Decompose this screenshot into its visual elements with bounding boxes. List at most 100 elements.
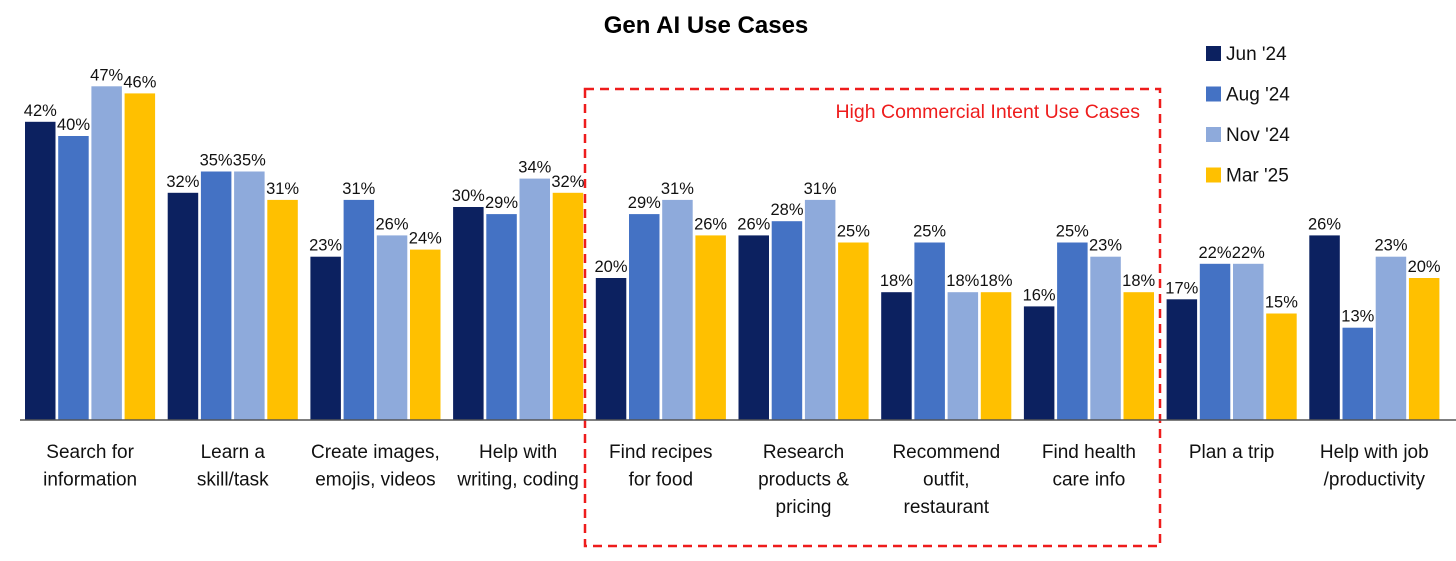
legend-label: Jun '24 [1226, 44, 1287, 65]
bar-5-1 [595, 278, 627, 420]
data-label: 28% [770, 201, 803, 219]
bar-4-2 [486, 214, 517, 420]
bar-3-2 [343, 199, 375, 420]
data-label: 34% [518, 159, 551, 177]
data-label: 24% [409, 230, 442, 248]
category-label: Search for information [43, 442, 137, 491]
category-labels-group: Search for information Learn a skill/task Cr… [43, 442, 1429, 518]
bar-10-4 [1408, 278, 1440, 420]
data-label: 23% [1089, 237, 1122, 255]
data-label: 31% [342, 180, 375, 198]
bar-7-4 [980, 292, 1012, 420]
data-label: 31% [266, 180, 299, 198]
data-label: 15% [1265, 294, 1298, 312]
bar-1-3 [91, 86, 122, 421]
bar-9-4 [1266, 313, 1297, 420]
legend-swatch [1206, 46, 1221, 61]
bar-8-1 [1023, 306, 1055, 420]
legend-swatch [1206, 127, 1221, 142]
bar-7-1 [881, 292, 912, 420]
legend-label: Nov '24 [1226, 125, 1290, 146]
category-label: Help with writing, coding [456, 442, 578, 491]
data-label: 13% [1341, 308, 1374, 326]
bar-3-1 [310, 256, 341, 420]
data-label: 35% [233, 152, 266, 170]
data-label: 32% [166, 173, 199, 191]
data-label: 25% [1056, 223, 1089, 241]
category-label: Help with job/productivity [1320, 442, 1429, 491]
bar-7-2 [914, 242, 945, 420]
data-label: 42% [24, 102, 57, 120]
bar-8-4 [1123, 292, 1154, 420]
data-label: 22% [1198, 244, 1231, 262]
bar-5-3 [662, 199, 693, 420]
data-label: 20% [594, 258, 627, 276]
data-label: 18% [1122, 272, 1155, 290]
category-label: Create images, emojis, videos [311, 442, 440, 491]
data-label: 25% [837, 223, 870, 241]
bar-4-1 [453, 207, 484, 420]
bar-10-3 [1375, 256, 1407, 420]
category-label: Find health care info [1042, 442, 1136, 491]
data-label: 26% [737, 215, 770, 233]
bar-1-2 [58, 136, 89, 420]
bar-9-1 [1166, 299, 1198, 420]
bar-6-2 [771, 221, 803, 420]
bar-3-3 [376, 235, 408, 420]
data-label: 17% [1165, 279, 1198, 297]
data-label: 18% [979, 272, 1012, 290]
data-label: 31% [804, 180, 837, 198]
data-label: 25% [913, 223, 946, 241]
data-label: 26% [694, 215, 727, 233]
data-label: 47% [90, 66, 123, 84]
bar-2-1 [167, 192, 199, 420]
bar-6-3 [804, 199, 836, 420]
bar-5-4 [695, 235, 726, 420]
high-commercial-intent-label: High Commercial Intent Use Cases [835, 101, 1140, 123]
bar-10-1 [1309, 235, 1340, 420]
bar-10-2 [1342, 327, 1373, 420]
bar-2-2 [200, 171, 232, 420]
data-label: 30% [452, 187, 485, 205]
data-labels-group: 42%40%47% 46%32%35% 35%31%23%31%26%24%30% 2… [24, 66, 1441, 325]
data-label: 22% [1232, 244, 1265, 262]
bar-6-1 [738, 235, 769, 420]
high-commercial-intent-box [583, 87, 1162, 548]
bar-3-4 [410, 249, 441, 420]
category-label: Learn a skill/task [197, 442, 269, 491]
chart-title: Gen AI Use Cases [604, 12, 809, 39]
data-label: 23% [309, 237, 342, 255]
data-label: 46% [123, 73, 156, 91]
data-label: 20% [1408, 258, 1441, 276]
bar-8-3 [1090, 256, 1121, 420]
legend-swatch [1206, 167, 1221, 183]
bar-2-4 [267, 199, 298, 420]
bar-9-3 [1233, 263, 1264, 420]
bar-8-2 [1057, 242, 1088, 420]
legend-swatch [1206, 86, 1221, 102]
data-label: 26% [1308, 215, 1341, 233]
category-label: Research products & pricing [758, 442, 849, 518]
bar-1-1 [25, 121, 56, 421]
data-label: 29% [628, 194, 661, 212]
bar-7-3 [947, 292, 979, 420]
data-label: 26% [375, 215, 408, 233]
legend-label: Mar '25 [1226, 166, 1289, 187]
bar-4-3 [519, 178, 550, 420]
data-label: 18% [946, 272, 979, 290]
bar-9-2 [1199, 263, 1231, 420]
category-label: Recommend outfit, restaurant [892, 442, 1000, 518]
legend: Jun '24 Aug '24 Nov '24 Mar '25 [1206, 44, 1290, 187]
bar-2-3 [234, 171, 265, 420]
category-label: Plan a trip [1189, 442, 1275, 463]
data-label: 29% [485, 194, 518, 212]
data-label: 16% [1023, 286, 1056, 304]
data-label: 23% [1374, 237, 1407, 255]
category-label: Find recipes for food [609, 442, 713, 491]
bar-6-4 [838, 242, 869, 420]
bar-5-2 [629, 214, 660, 420]
legend-label: Aug '24 [1226, 85, 1290, 106]
bars-group [25, 86, 1440, 421]
bar-1-4 [124, 93, 156, 421]
data-label: 35% [200, 152, 233, 170]
